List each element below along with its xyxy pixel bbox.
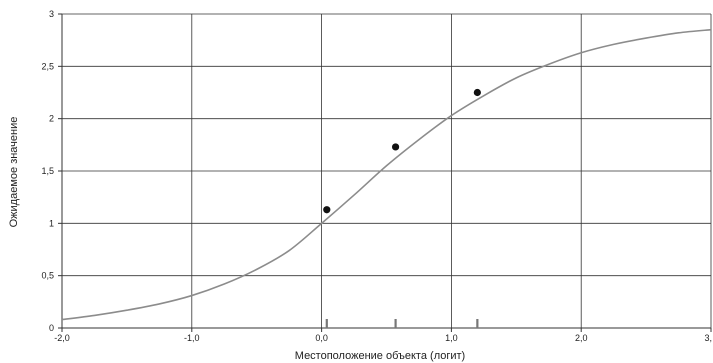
tick-labels: 0 0,5 1 1,5 2 2,5 3 -2,0 -1,0 0,0 1,0 2,0 3, (41, 9, 712, 343)
expected-curve (61, 28, 712, 321)
x-axis-title: Местоположение объекта (логит) (295, 350, 465, 362)
y-tick-label: 3 (49, 9, 54, 19)
observed-point (473, 88, 481, 97)
axes (58, 13, 712, 332)
expected-curve-layer (61, 28, 712, 321)
y-tick-label: 2,5 (41, 61, 54, 71)
y-axis-title: Ожидаемое значение (8, 117, 20, 228)
observed-point (323, 206, 331, 214)
x-tick-label: 0,0 (315, 333, 328, 343)
rug-marks (325, 319, 479, 328)
y-tick-label: 1,5 (41, 166, 54, 176)
observed-points (323, 88, 481, 214)
x-tick-label: -2,0 (54, 333, 70, 343)
y-tick-label: 0,5 (41, 271, 54, 281)
y-tick-label: 2 (49, 114, 54, 124)
grid (61, 13, 712, 329)
x-tick-label: -1,0 (184, 333, 200, 343)
x-tick-label: 1,0 (445, 333, 458, 343)
x-tick-label: 2,0 (575, 333, 588, 343)
y-tick-label: 0 (49, 323, 54, 333)
observed-point (391, 143, 400, 151)
x-tick-label: 3, (704, 333, 712, 343)
y-tick-label: 1 (49, 218, 54, 228)
